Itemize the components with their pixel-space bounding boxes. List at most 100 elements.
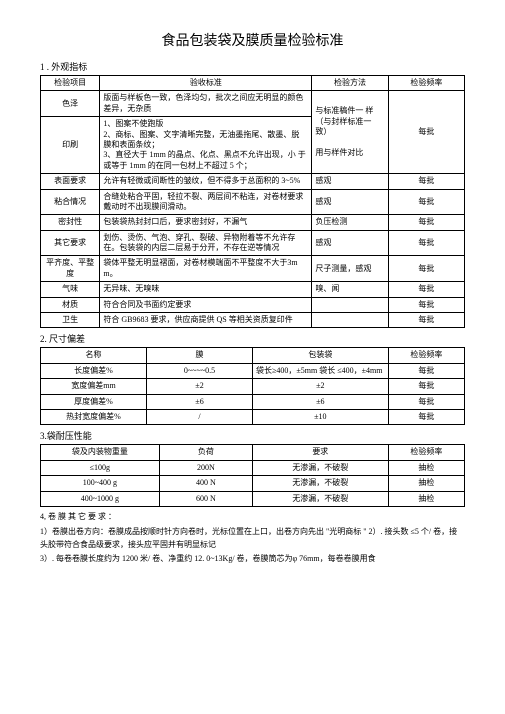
cell: 200N bbox=[159, 460, 252, 475]
cell: 版面与样板色一致，色泽均匀，批次之间应无明显的颜色 差异，无杂质 bbox=[100, 91, 312, 117]
th: 检验频率 bbox=[388, 76, 464, 91]
th: 检验频率 bbox=[388, 348, 464, 363]
footnote-line: 1）卷膜出卷方向：卷膜成品按顺时针方向卷时，光标位置在上口，出卷方向先出 "光明… bbox=[40, 526, 465, 552]
cell bbox=[312, 313, 388, 328]
cell: 600 N bbox=[159, 491, 252, 506]
table-appearance: 检验项目 验收标准 检验方法 检验频率 色泽 版面与样板色一致，色泽均匀，批次之… bbox=[40, 75, 465, 328]
table-row: 密封性 包装袋热封封口后，要求密封好，不漏气 负压检测 每批 bbox=[41, 215, 465, 230]
cell: 气味 bbox=[41, 282, 100, 297]
table-dimensions: 名称 膜 包装袋 检验频率 长度偏差% 0~~~~0.5 袋长≥400，±5mm… bbox=[40, 347, 465, 425]
th: 检验频率 bbox=[388, 445, 464, 460]
cell: ±10 bbox=[253, 409, 389, 424]
cell: 卫生 bbox=[41, 313, 100, 328]
table-row: 气味 无异味、无嗅味 嗅、闻 每批 bbox=[41, 282, 465, 297]
cell: / bbox=[147, 409, 253, 424]
cell: 0~~~~0.5 bbox=[147, 363, 253, 378]
table-row: 其它要求 划伤、烫伤、气泡、穿孔、裂破、异物附着等不允许存在。包装袋的内层二层易… bbox=[41, 230, 465, 256]
table-row: 热封宽度偏差% / ±10 每批 bbox=[41, 409, 465, 424]
cell: 嗅、闻 bbox=[312, 282, 388, 297]
table-row: 平齐度、平整度 袋体平整无明显褶面，对卷材模端面不平整度不大于3mm。 尺子测量… bbox=[41, 256, 465, 282]
cell: 袋长≥400，±5mm 袋长 ≤400，±4mm bbox=[253, 363, 389, 378]
cell: 符合合同及书面约定要求 bbox=[100, 297, 312, 312]
cell: ±6 bbox=[253, 394, 389, 409]
cell: 抽检 bbox=[388, 460, 464, 475]
cell: 其它要求 bbox=[41, 230, 100, 256]
cell: 100~400 g bbox=[41, 476, 160, 491]
section3-label: 3.袋耐压性能 bbox=[40, 429, 465, 442]
th: 检验项目 bbox=[41, 76, 100, 91]
cell: 长度偏差% bbox=[41, 363, 147, 378]
cell: 每批 bbox=[388, 394, 464, 409]
cell: 每批 bbox=[388, 174, 464, 189]
cell: 色泽 bbox=[41, 91, 100, 117]
table-pressure: 袋及内装物重量 负荷 要求 检验频率 ≤100g 200N 无渗漏，不破裂 抽检… bbox=[40, 444, 465, 507]
th: 袋及内装物重量 bbox=[41, 445, 160, 460]
table-row: 长度偏差% 0~~~~0.5 袋长≥400，±5mm 袋长 ≤400，±4mm … bbox=[41, 363, 465, 378]
cell: 与标准稿件一 样（与封样标准一致）用与样件对比 bbox=[312, 91, 388, 174]
section4-label: 4, 卷 膜 其 它 要 求 ： bbox=[40, 511, 465, 524]
cell: 抽检 bbox=[388, 491, 464, 506]
table-row: 宽度偏差mm ±2 ±2 每批 bbox=[41, 379, 465, 394]
cell: 400 N bbox=[159, 476, 252, 491]
cell: 每批 bbox=[388, 189, 464, 215]
cell: 1、图案不使跑版 2、商标、图案、文字清晰完整，无油墨拖尾、散墨、脱 膜和表面条… bbox=[100, 117, 312, 174]
cell: 厚度偏差% bbox=[41, 394, 147, 409]
cell: 感观 bbox=[312, 230, 388, 256]
cell: 热封宽度偏差% bbox=[41, 409, 147, 424]
th: 负荷 bbox=[159, 445, 252, 460]
cell: 抽检 bbox=[388, 476, 464, 491]
cell: ±2 bbox=[253, 379, 389, 394]
table-row: 色泽 版面与样板色一致，色泽均匀，批次之间应无明显的颜色 差异，无杂质 与标准稿… bbox=[41, 91, 465, 117]
cell: 印刷 bbox=[41, 117, 100, 174]
cell: ±6 bbox=[147, 394, 253, 409]
cell: 密封性 bbox=[41, 215, 100, 230]
table-row: 厚度偏差% ±6 ±6 每批 bbox=[41, 394, 465, 409]
table-row: 袋及内装物重量 负荷 要求 检验频率 bbox=[41, 445, 465, 460]
cell bbox=[312, 297, 388, 312]
cell: 无异味、无嗅味 bbox=[100, 282, 312, 297]
cell: 每批 bbox=[388, 313, 464, 328]
cell: 表面要求 bbox=[41, 174, 100, 189]
footnote-line: 3）. 每卷卷膜长度约为 1200 米/ 卷、净重约 12. 0~13Kg/ 卷… bbox=[40, 553, 465, 566]
cell: 合缝处粘合平固，轻拉不裂、两层间不粘连，对卷材要求 戴动时不出现膜间滑动。 bbox=[100, 189, 312, 215]
cell: ≤100g bbox=[41, 460, 160, 475]
cell: 每批 bbox=[388, 363, 464, 378]
cell: 无渗漏，不破裂 bbox=[252, 476, 388, 491]
cell: 每批 bbox=[388, 91, 464, 174]
cell: 感观 bbox=[312, 189, 388, 215]
cell: 允许有轻微或间断性的皱纹，但不得多于总面积的 3~5% bbox=[100, 174, 312, 189]
page-title: 食品包装袋及膜质量检验标准 bbox=[40, 30, 465, 50]
section2-label: 2. 尺寸偏差 bbox=[40, 332, 465, 345]
table-row: 卫生 符合 GB9683 要求，供应商提供 QS 等相关资质复印件 每批 bbox=[41, 313, 465, 328]
table-row: 400~1000 g 600 N 无渗漏，不破裂 抽检 bbox=[41, 491, 465, 506]
cell: 划伤、烫伤、气泡、穿孔、裂破、异物附着等不允许存在。包装袋的内层二层易于分开，不… bbox=[100, 230, 312, 256]
cell: 粘合情况 bbox=[41, 189, 100, 215]
cell: 每批 bbox=[388, 256, 464, 282]
cell: 感观 bbox=[312, 174, 388, 189]
footnotes: 4, 卷 膜 其 它 要 求 ： 1）卷膜出卷方向：卷膜成品按顺时针方向卷时，光… bbox=[40, 511, 465, 566]
cell: 宽度偏差mm bbox=[41, 379, 147, 394]
th: 名称 bbox=[41, 348, 147, 363]
th: 要求 bbox=[252, 445, 388, 460]
table-row: 粘合情况 合缝处粘合平固，轻拉不裂、两层间不粘连，对卷材要求 戴动时不出现膜间滑… bbox=[41, 189, 465, 215]
table-row: ≤100g 200N 无渗漏，不破裂 抽检 bbox=[41, 460, 465, 475]
cell: 无渗漏，不破裂 bbox=[252, 491, 388, 506]
cell: 无渗漏，不破裂 bbox=[252, 460, 388, 475]
table-row: 100~400 g 400 N 无渗漏，不破裂 抽检 bbox=[41, 476, 465, 491]
th: 膜 bbox=[147, 348, 253, 363]
cell: 每批 bbox=[388, 282, 464, 297]
table-row: 名称 膜 包装袋 检验频率 bbox=[41, 348, 465, 363]
cell: 每批 bbox=[388, 215, 464, 230]
cell: 每批 bbox=[388, 297, 464, 312]
cell: 袋体平整无明显褶面，对卷材模端面不平整度不大于3mm。 bbox=[100, 256, 312, 282]
cell: 每批 bbox=[388, 379, 464, 394]
th: 包装袋 bbox=[253, 348, 389, 363]
table-row: 检验项目 验收标准 检验方法 检验频率 bbox=[41, 76, 465, 91]
table-row: 表面要求 允许有轻微或间断性的皱纹，但不得多于总面积的 3~5% 感观 每批 bbox=[41, 174, 465, 189]
th: 检验方法 bbox=[312, 76, 388, 91]
section1-label: 1 . 外观指标 bbox=[40, 60, 465, 73]
table-row: 材质 符合合同及书面约定要求 每批 bbox=[41, 297, 465, 312]
cell: 包装袋热封封口后，要求密封好，不漏气 bbox=[100, 215, 312, 230]
cell: 每批 bbox=[388, 409, 464, 424]
cell: 材质 bbox=[41, 297, 100, 312]
